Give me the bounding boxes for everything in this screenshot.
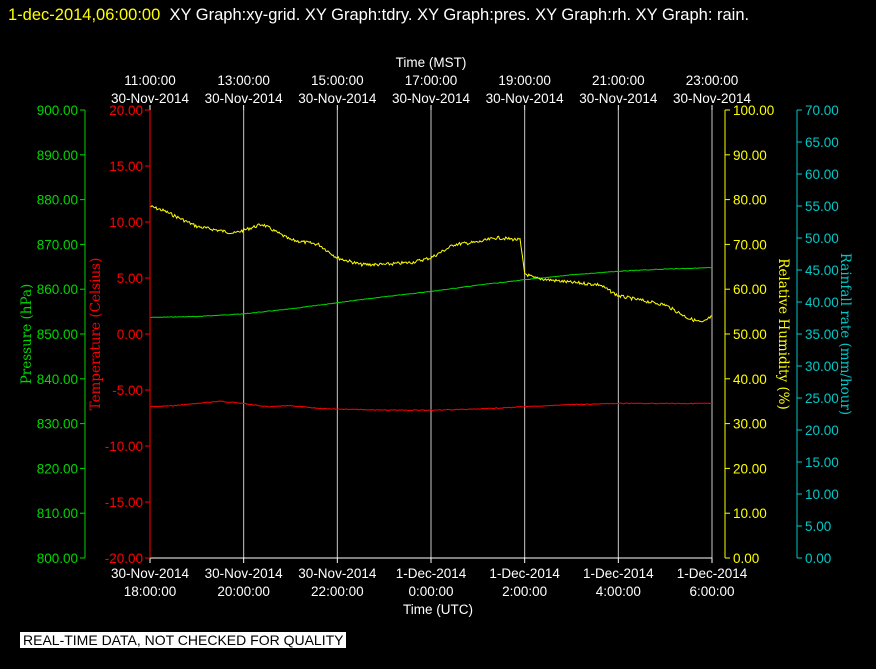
- top-tick-label-date: 30-Nov-2014: [579, 91, 658, 106]
- pressure-tick-label: 900.00: [37, 103, 78, 118]
- rain-tick-label: 15.00: [805, 455, 839, 470]
- humidity-tick-label: 80.00: [733, 193, 767, 208]
- temperature-tick-label: -20.00: [105, 551, 143, 566]
- top-tick-label-date: 30-Nov-2014: [205, 91, 284, 106]
- rain-tick-label: 45.00: [805, 263, 839, 278]
- x-tick-label-date: 30-Nov-2014: [205, 566, 284, 581]
- top-tick-label-date: 30-Nov-2014: [673, 91, 752, 106]
- x-tick-label-date: 30-Nov-2014: [111, 566, 190, 581]
- top-tick-label-time: 21:00:00: [592, 73, 645, 88]
- humidity-tick-label: 70.00: [733, 237, 767, 252]
- axes: 30-Nov-2014 18:00:00 30-Nov-2014 20:00:00 30…: [37, 73, 839, 599]
- temperature-series-line: [150, 400, 713, 412]
- pressure-tick-label: 820.00: [37, 461, 78, 476]
- x-tick-label-date: 1-Dec-2014: [489, 566, 560, 581]
- humidity-tick-label: 90.00: [733, 148, 767, 163]
- temperature-tick-label: -5.00: [112, 383, 143, 398]
- temperature-tick-label: 15.00: [109, 159, 143, 174]
- humidity-axis-label: Relative Humidity (%): [775, 258, 791, 409]
- humidity-tick-label: 50.00: [733, 327, 767, 342]
- humidity-series-line: [149, 205, 713, 323]
- x-tick-label-time: 6:00:00: [689, 584, 734, 599]
- rain-tick-label: 10.00: [805, 487, 839, 502]
- pressure-tick-label: 800.00: [37, 551, 78, 566]
- top-tick-label-date: 30-Nov-2014: [392, 91, 471, 106]
- quality-notice: REAL-TIME DATA, NOT CHECKED FOR QUALITY: [20, 632, 347, 648]
- humidity-tick-label: 40.00: [733, 372, 767, 387]
- pressure-series-line: [150, 267, 712, 319]
- rain-tick-label: 35.00: [805, 327, 839, 342]
- humidity-tick-label: 20.00: [733, 461, 767, 476]
- humidity-tick-label: 10.00: [733, 506, 767, 521]
- temperature-tick-label: -15.00: [105, 495, 143, 510]
- temperature-tick-label: 5.00: [117, 271, 143, 286]
- pressure-tick-label: 830.00: [37, 417, 78, 432]
- chart-title: 1-dec-2014,06:00:00 XY Graph:xy-grid. XY…: [8, 1, 858, 29]
- temperature-tick-label: -10.00: [105, 439, 143, 454]
- pressure-tick-label: 810.00: [37, 506, 78, 521]
- rain-tick-label: 50.00: [805, 231, 839, 246]
- x-tick-label-date: 1-Dec-2014: [583, 566, 654, 581]
- x-tick-label-time: 4:00:00: [596, 584, 641, 599]
- x-tick-label-time: 0:00:00: [408, 584, 453, 599]
- pressure-tick-label: 890.00: [37, 148, 78, 163]
- top-tick-label-date: 30-Nov-2014: [111, 91, 190, 106]
- pressure-tick-label: 880.00: [37, 193, 78, 208]
- graph-list: XY Graph:xy-grid. XY Graph:tdry. XY Grap…: [169, 6, 750, 24]
- x-tick-label-time: 20:00:00: [217, 584, 270, 599]
- pressure-tick-label: 850.00: [37, 327, 78, 342]
- temperature-axis-label: Temperature (Celsius): [88, 258, 104, 411]
- top-tick-label-time: 15:00:00: [311, 73, 364, 88]
- temperature-tick-label: 10.00: [109, 215, 143, 230]
- top-tick-label-time: 11:00:00: [124, 73, 176, 88]
- rain-tick-label: 20.00: [805, 423, 839, 438]
- bottom-axis-label: Time (UTC): [403, 602, 473, 617]
- humidity-tick-label: 30.00: [733, 417, 767, 432]
- pressure-axis-label: Pressure (hPa): [19, 284, 35, 385]
- grid: [149, 110, 713, 558]
- temperature-tick-label: 0.00: [117, 327, 143, 342]
- x-tick-label-time: 18:00:00: [124, 584, 177, 599]
- pressure-tick-label: 840.00: [37, 372, 78, 387]
- rain-tick-label: 70.00: [805, 103, 839, 118]
- top-axis-label: Time (MST): [396, 55, 467, 70]
- top-tick-label-date: 30-Nov-2014: [486, 91, 565, 106]
- rain-tick-label: 30.00: [805, 359, 839, 374]
- pressure-tick-label: 870.00: [37, 237, 78, 252]
- x-tick-label-time: 2:00:00: [502, 584, 547, 599]
- x-tick-label-date: 30-Nov-2014: [298, 566, 377, 581]
- top-tick-label-time: 23:00:00: [686, 73, 739, 88]
- rain-tick-label: 40.00: [805, 295, 839, 310]
- x-tick-label-date: 1-Dec-2014: [396, 566, 467, 581]
- rain-tick-label: 65.00: [805, 135, 839, 150]
- rain-tick-label: 0.00: [805, 551, 831, 566]
- humidity-tick-label: 100.00: [733, 103, 774, 118]
- x-tick-label-time: 22:00:00: [311, 584, 364, 599]
- rain-tick-label: 55.00: [805, 199, 839, 214]
- top-tick-label-time: 13:00:00: [217, 73, 270, 88]
- rain-tick-label: 60.00: [805, 167, 839, 182]
- top-tick-label-time: 17:00:00: [405, 73, 458, 88]
- top-tick-label-time: 19:00:00: [498, 73, 551, 88]
- series-layer: [149, 205, 713, 412]
- timestamp: 1-dec-2014,06:00:00: [8, 6, 161, 24]
- rain-tick-label: 5.00: [805, 519, 831, 534]
- top-tick-label-date: 30-Nov-2014: [298, 91, 377, 106]
- temperature-tick-label: 20.00: [109, 103, 143, 118]
- humidity-tick-label: 0.00: [733, 551, 759, 566]
- rain-axis-label: Rainfall rate (mm/hour): [837, 253, 853, 415]
- x-tick-label-date: 1-Dec-2014: [677, 566, 748, 581]
- rain-tick-label: 25.00: [805, 391, 839, 406]
- humidity-tick-label: 60.00: [733, 282, 767, 297]
- pressure-tick-label: 860.00: [37, 282, 78, 297]
